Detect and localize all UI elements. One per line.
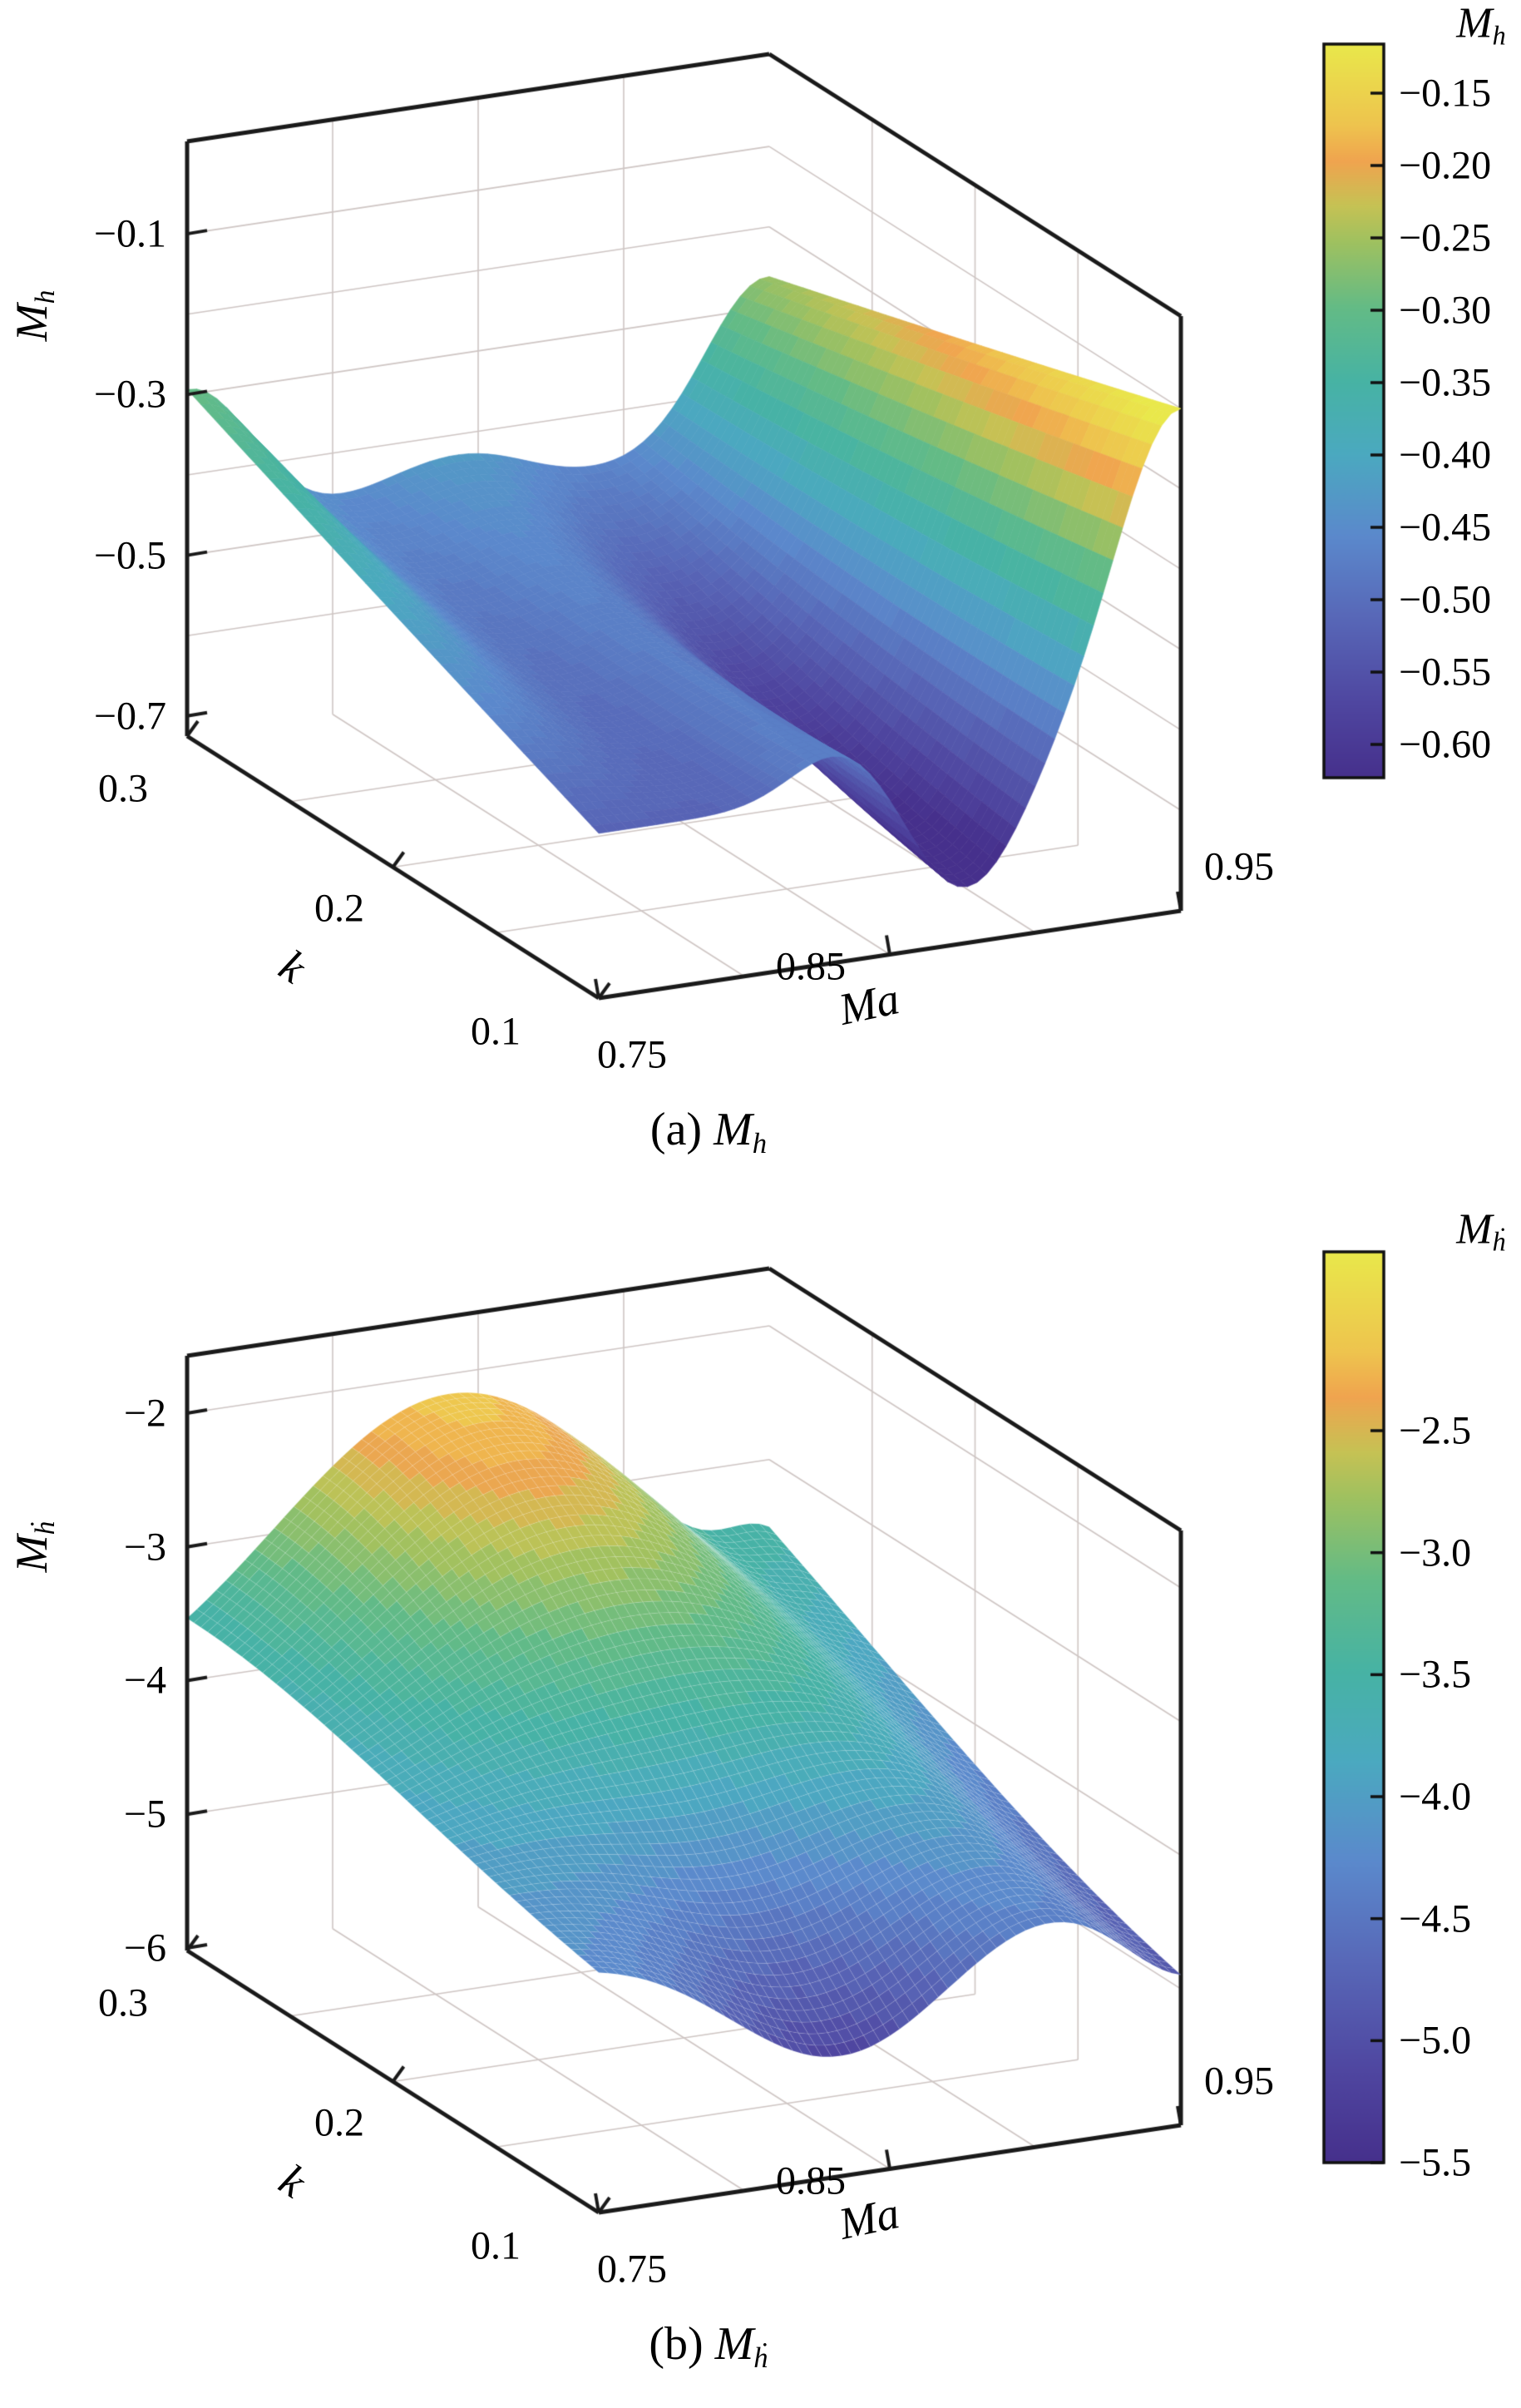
plot-a-z-tick-label: −0.3 [93,372,166,417]
plot-b-z-tick-label: −4 [123,1658,166,1703]
plot-b-z-tick-label: −3 [123,1525,166,1570]
plot-b-z-tick-label: −2 [123,1391,166,1436]
caption-b: (b) Mḣ [649,2318,768,2374]
colorbar-a-tick-label: −0.15 [1399,71,1492,116]
colorbar-b-tick-label: −2.5 [1399,1408,1472,1453]
plot-a-k-tick-label: 0.2 [314,886,364,931]
plot-a-ma-tick-label: 0.75 [597,1032,667,1077]
plot-a-k-tick-label: 0.3 [98,766,148,811]
colorbar-title-b: Mḣ [1456,1205,1506,1257]
plot-b-k-tick-label: 0.3 [98,1980,148,2025]
z-axis-label-a: Mh [7,289,62,342]
colorbar-b-tick-label: −4.0 [1399,1774,1472,1819]
colorbar-a-tick-label: −0.50 [1399,577,1492,622]
plot-b-ma-tick-label: 0.85 [776,2158,846,2203]
plot-a-z-tick-label: −0.1 [93,211,166,256]
plot-b-ma-tick-label: 0.95 [1204,2059,1274,2104]
plot-a-z-tick-label: −0.7 [93,694,166,739]
plot-a-ma-tick-label: 0.95 [1204,844,1274,889]
colorbar-a-tick-label: −0.35 [1399,360,1492,405]
colorbar-b-tick-label: −5.5 [1399,2140,1472,2185]
colorbar-a-tick-label: −0.20 [1399,143,1492,188]
plot-a-k-tick-label: 0.1 [471,1009,521,1054]
colorbar-a-tick-label: −0.30 [1399,288,1492,333]
colorbar-title-a: Mh [1456,0,1506,51]
colorbar-a-tick-label: −0.60 [1399,722,1492,767]
colorbar-a-tick-label: −0.40 [1399,433,1492,477]
plot-b-k-tick-label: 0.2 [314,2100,364,2145]
plot-a-ma-tick-label: 0.85 [776,944,846,989]
colorbar-b-tick-label: −3.5 [1399,1652,1472,1697]
colorbar-a-tick-label: −0.25 [1399,215,1492,260]
plot-b-z-tick-label: −5 [123,1792,166,1837]
z-axis-label-b: Mḣ [7,1520,62,1573]
colorbar-b-tick-label: −5.0 [1399,2018,1472,2063]
colorbar-a-tick-label: −0.45 [1399,505,1492,550]
colorbar-b-tick-label: −3.0 [1399,1530,1472,1575]
colorbar-a-tick-label: −0.55 [1399,650,1492,695]
plot-b-k-tick-label: 0.1 [471,2223,521,2268]
plot-a-z-tick-label: −0.5 [93,533,166,578]
plot-b-ma-tick-label: 0.75 [597,2247,667,2292]
plot-b-z-tick-label: −6 [123,1926,166,1970]
caption-a: (a) Mh [649,1104,768,1159]
colorbar-b-tick-label: −4.5 [1399,1896,1472,1941]
